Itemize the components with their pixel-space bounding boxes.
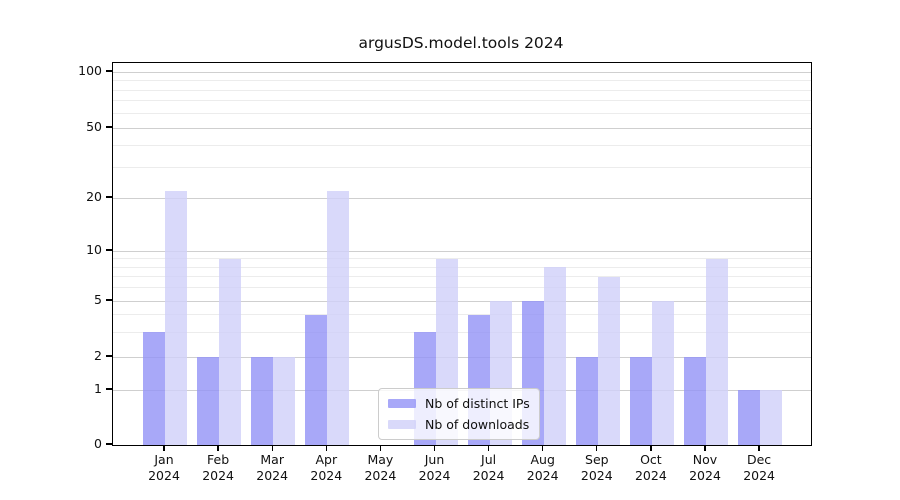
x-tick-label: Feb 2024 (202, 452, 234, 483)
bar-downloads (597, 276, 620, 445)
x-axis-tick-mark (758, 445, 760, 451)
gridline-minor (113, 112, 811, 114)
x-axis-tick-mark (704, 445, 706, 451)
y-axis-tick-mark (106, 443, 112, 445)
legend-label-downloads: Nb of downloads (425, 417, 530, 432)
bar-downloads (165, 190, 187, 445)
legend-item: Nb of distinct IPs (388, 395, 530, 412)
bar-distinct-ips (684, 357, 706, 445)
x-axis-tick-mark (650, 445, 652, 451)
gridline-minor (113, 276, 811, 278)
y-axis-tick-mark (106, 355, 112, 357)
bar-downloads (543, 267, 566, 445)
gridline-major (113, 250, 811, 252)
y-tick-label: 2 (94, 348, 102, 363)
x-tick-label: Oct 2024 (634, 452, 667, 483)
y-axis-tick-mark (106, 249, 112, 251)
bar-downloads (327, 190, 350, 445)
legend-swatch-downloads (388, 420, 416, 429)
gridline-minor (113, 266, 811, 268)
legend-swatch-distinct-ips (388, 399, 416, 408)
x-axis-tick-mark (487, 445, 490, 451)
gridline-minor (113, 166, 811, 168)
bar-downloads (273, 357, 296, 445)
gridline-minor (113, 331, 811, 333)
x-tick-label: Dec 2024 (743, 452, 775, 483)
chart-title: argusDS.model.tools 2024 (358, 34, 564, 52)
legend-label-distinct-ips: Nb of distinct IPs (425, 396, 530, 411)
x-axis-tick-mark (596, 445, 598, 451)
y-axis-tick-mark (106, 70, 112, 72)
x-tick-label: Aug 2024 (526, 452, 559, 483)
gridline-minor (113, 100, 811, 102)
x-axis-tick-mark (379, 445, 382, 451)
x-axis-tick-mark (271, 445, 273, 451)
x-tick-label: Jul 2024 (472, 452, 505, 483)
bar-distinct-ips (197, 357, 220, 445)
y-tick-label: 100 (78, 63, 102, 78)
y-axis-tick-mark (106, 126, 112, 128)
x-tick-label: Jan 2024 (148, 452, 180, 483)
gridline-minor (113, 89, 811, 91)
y-tick-label: 1 (94, 381, 102, 396)
gridline-major (113, 197, 811, 199)
y-tick-label: 20 (86, 189, 102, 204)
plot-area: Nb of distinct IPs Nb of downloads (112, 62, 812, 446)
bar-downloads (219, 258, 242, 445)
bar-distinct-ips (738, 390, 761, 445)
gridline-minor (113, 80, 811, 81)
bar-downloads (651, 301, 674, 445)
bar-distinct-ips (143, 332, 165, 445)
x-axis-tick-mark (325, 445, 327, 451)
bar-distinct-ips (305, 314, 328, 445)
x-tick-label: Apr 2024 (310, 452, 343, 483)
legend: Nb of distinct IPs Nb of downloads (378, 388, 540, 440)
x-axis-tick-mark (217, 445, 219, 451)
gridline-minor (113, 144, 811, 146)
x-axis-tick-mark (542, 445, 544, 451)
x-tick-label: Nov 2024 (689, 452, 721, 483)
y-tick-label: 0 (94, 436, 102, 451)
legend-item: Nb of downloads (388, 416, 530, 433)
y-axis-tick-mark (106, 388, 112, 390)
gridline-major (113, 356, 811, 358)
gridline-minor (113, 314, 811, 316)
x-axis-tick-mark (433, 445, 436, 451)
x-axis-tick-mark (163, 445, 165, 451)
gridline-minor (113, 287, 811, 289)
y-axis-tick-mark (106, 196, 112, 198)
bar-distinct-ips (251, 357, 274, 445)
y-tick-label: 50 (86, 119, 102, 134)
y-tick-label: 10 (86, 242, 102, 257)
gridline-major (113, 127, 811, 129)
y-tick-label: 5 (94, 292, 102, 307)
bar-distinct-ips (575, 357, 598, 445)
y-axis-tick-mark (106, 299, 112, 301)
bar-distinct-ips (629, 357, 652, 445)
x-tick-label: Mar 2024 (256, 452, 289, 483)
x-tick-label: May 2024 (364, 452, 397, 483)
bar-downloads (760, 390, 783, 445)
x-tick-label: Jun 2024 (418, 452, 451, 483)
x-tick-label: Sep 2024 (580, 452, 613, 483)
bar-downloads (706, 258, 728, 445)
gridline-major (113, 71, 811, 73)
gridline-major (113, 300, 811, 302)
gridline-minor (113, 258, 811, 260)
